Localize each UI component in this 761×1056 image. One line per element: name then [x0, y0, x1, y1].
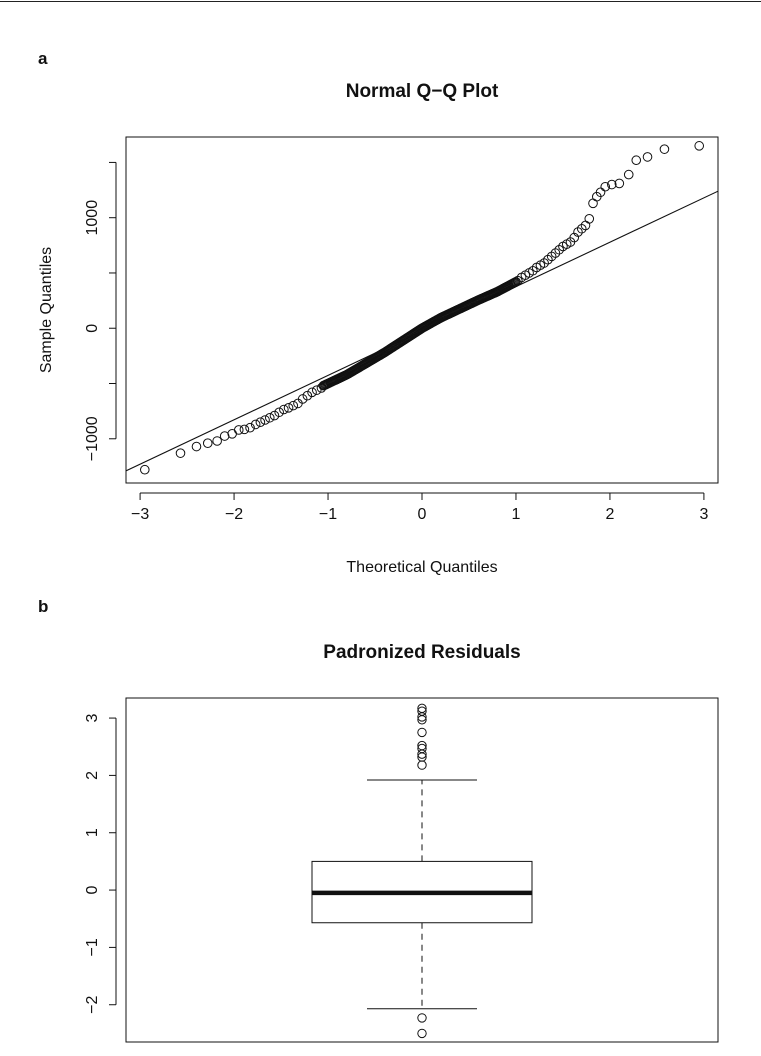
box-outlier-point [417, 712, 427, 722]
qq-point [274, 407, 284, 418]
box-y-tick-label: 3 [84, 714, 101, 723]
box-y-tick-label: −1 [84, 938, 101, 956]
boxplot-frame [125, 697, 719, 1043]
qq-point [631, 155, 642, 166]
box-body [311, 779, 533, 1010]
qq-point [250, 419, 261, 430]
qq-point [297, 394, 308, 404]
qq-point [255, 417, 266, 428]
qq-point [588, 198, 598, 209]
qq-point [623, 169, 634, 180]
qq-point [191, 441, 202, 452]
box-y-tick-label: 1 [84, 828, 101, 837]
qq-y-tick-label: 0 [84, 324, 101, 333]
qq-point [311, 385, 322, 395]
box-outlier-point [417, 760, 427, 770]
qq-y-tick-label: 1000 [84, 200, 101, 236]
boxplot-panel: b Padronized Residuals −2 −1 0 1 2 3 [38, 597, 719, 1043]
qq-axes: −3 −2 −1 0 1 2 3 −1000 0 1000 [84, 161, 708, 523]
box-outlier-point [417, 1028, 427, 1039]
qq-x-tick-label: −1 [319, 506, 337, 523]
qq-point [546, 251, 557, 262]
qq-point [614, 178, 625, 189]
qq-x-tick-label: −3 [131, 506, 149, 523]
qq-y-axis-label: Sample Quantiles [38, 247, 55, 373]
box-y-tick-label: 2 [84, 771, 101, 780]
panel-letter-a: a [38, 49, 48, 68]
qq-y-tick-label: −1000 [84, 416, 101, 461]
boxplot-title: Padronized Residuals [323, 642, 520, 663]
qq-point [550, 248, 561, 258]
qq-point [543, 254, 553, 265]
qq-point [219, 431, 230, 441]
qq-point [584, 214, 595, 224]
qq-point [202, 438, 213, 449]
box-outliers-layer [417, 703, 427, 1039]
qq-point [595, 187, 606, 198]
qq-x-tick-label: −2 [225, 506, 243, 523]
qq-point [283, 403, 294, 413]
qq-point [264, 412, 275, 423]
qq-points-layer [139, 141, 705, 475]
qq-point [212, 436, 222, 446]
qq-plot-frame [125, 136, 719, 484]
qq-x-axis-label: Theoretical Quantiles [346, 559, 497, 576]
qq-plot-panel: a Normal Q−Q Plot −3 −2 −1 0 1 2 3 −1000 0 1000 T… [38, 49, 719, 576]
qq-point [694, 141, 705, 151]
qq-x-tick-label: 1 [512, 506, 521, 523]
box-y-tick-label: −2 [84, 996, 101, 1014]
qq-point [239, 424, 250, 435]
qq-point [607, 179, 617, 190]
qq-point [288, 400, 299, 411]
box-y-tick-label: 0 [84, 886, 101, 895]
qq-x-tick-label: 2 [605, 506, 614, 523]
qq-point [233, 425, 244, 435]
qq-point [227, 429, 237, 439]
qq-point [307, 387, 317, 398]
qq-point [245, 422, 255, 433]
qq-point [600, 181, 611, 192]
qq-x-tick-label: 3 [699, 506, 708, 523]
box-outlier-point [417, 727, 427, 738]
qq-point [576, 223, 587, 234]
box-axes: −2 −1 0 1 2 3 [84, 714, 117, 1014]
qq-point [659, 144, 670, 154]
qq-point [139, 464, 150, 475]
qq-point [279, 404, 289, 415]
qq-point [260, 415, 270, 425]
qq-point [175, 448, 186, 458]
box-outlier-point [417, 749, 427, 759]
qq-point [580, 220, 591, 231]
qq-point [511, 277, 521, 287]
box-outlier-point [417, 715, 427, 725]
box-outlier-point [417, 1013, 427, 1023]
qq-point [302, 390, 313, 401]
qq-point [554, 244, 564, 255]
qq-plot-title: Normal Q−Q Plot [346, 81, 499, 102]
qq-x-tick-label: 0 [418, 506, 427, 523]
panel-letter-b: b [38, 597, 48, 616]
qq-point [269, 410, 280, 421]
qq-point [642, 152, 653, 162]
